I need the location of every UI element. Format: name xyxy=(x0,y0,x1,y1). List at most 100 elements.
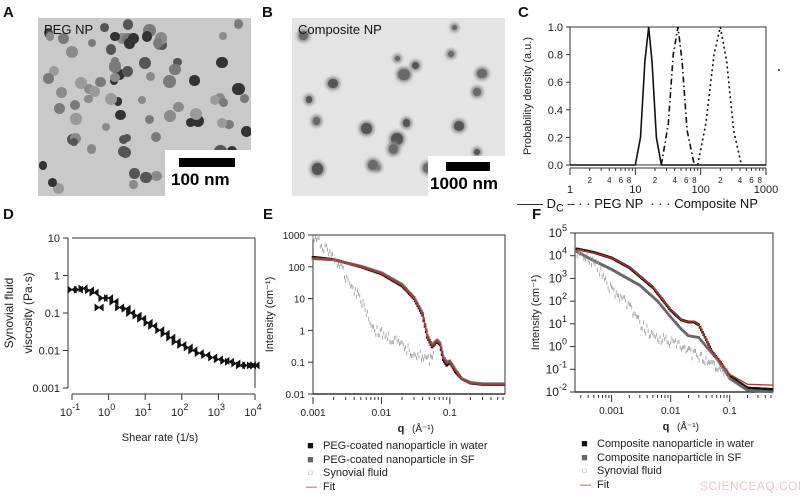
tem-image-composite-np: Composite NP 1000 nm xyxy=(292,18,505,196)
data-point xyxy=(698,337,702,341)
data-point xyxy=(451,364,455,368)
data-point xyxy=(717,360,721,364)
x-tick-label: 10-1 xyxy=(60,402,80,419)
nanoparticle xyxy=(411,61,420,70)
x-minor-tick-label: 4 xyxy=(672,176,677,185)
x-axis-label: Shear rate (1/s) xyxy=(122,432,198,444)
tem-image-peg-np: PEG NP 100 nm xyxy=(38,18,251,196)
y-axis-label: Synovial fluid xyxy=(2,278,16,349)
panel-label-a: A xyxy=(3,4,14,21)
x-axis-unit: (Å⁻¹) xyxy=(677,420,699,433)
y-tick-label: 1000 xyxy=(283,231,306,242)
nanoparticle xyxy=(138,57,151,69)
nanoparticle xyxy=(83,84,94,95)
nanoparticle xyxy=(70,113,82,125)
y-tick-label: 1.0 xyxy=(548,22,563,34)
y-tick-label: 0.1 xyxy=(45,308,60,320)
series-line-1 xyxy=(660,26,696,166)
nanoparticle xyxy=(216,117,228,129)
nanoparticle xyxy=(38,161,48,170)
x-tick-label: 10 xyxy=(629,184,641,196)
square-marker-icon: ■ xyxy=(581,451,588,464)
y-axis-label: Intensity (cm⁻¹) xyxy=(530,275,542,350)
nanoparticle xyxy=(120,147,132,158)
scale-bar-box: 1000 nm xyxy=(428,156,505,196)
nanoparticle xyxy=(158,40,168,50)
open-circle-marker-icon: ○ xyxy=(581,465,588,477)
nanoparticle xyxy=(128,33,140,45)
y-tick-label: 104 xyxy=(549,246,567,263)
panel-label-e: E xyxy=(263,206,274,223)
legend-label: Synovial fluid xyxy=(597,465,662,477)
plot-frame-c xyxy=(569,26,767,166)
nanoparticle xyxy=(422,163,433,174)
nanoparticle xyxy=(105,44,117,55)
x-tick-label: 0.1 xyxy=(723,406,737,417)
nanoparticle xyxy=(48,177,58,187)
nanoparticle xyxy=(129,180,138,190)
legend-subscript: C xyxy=(556,202,564,215)
data-point xyxy=(718,362,722,366)
x-minor-tick-label: 4 xyxy=(607,176,612,185)
nanoparticle xyxy=(162,74,176,88)
nanoparticle xyxy=(240,125,251,137)
nanoparticle xyxy=(389,144,399,154)
nanoparticle xyxy=(129,168,140,179)
data-point xyxy=(722,367,726,371)
x-minor-tick-label: 8 xyxy=(757,176,762,185)
y-tick-label: 10 xyxy=(294,295,306,306)
nanoparticle xyxy=(219,98,229,108)
nanoparticle xyxy=(172,57,182,67)
legend-item: ■ Composite nanoparticle in SF xyxy=(580,452,754,466)
x-tick-label: 103 xyxy=(208,402,225,419)
nanoparticle xyxy=(42,73,54,84)
y-tick-label: 100 xyxy=(288,263,305,274)
x-minor-tick-label: 2 xyxy=(718,176,723,185)
nanoparticle xyxy=(55,86,67,98)
x-tick-label: 0.001 xyxy=(599,406,624,417)
legend-item: — Fit xyxy=(306,481,487,495)
nanoparticle xyxy=(116,32,128,44)
x-tick-label: 0.1 xyxy=(443,408,457,419)
nanoparticle xyxy=(110,72,120,82)
data-point xyxy=(672,319,676,323)
nanoparticle xyxy=(398,68,410,81)
nanoparticle xyxy=(124,38,136,50)
data-point xyxy=(714,355,717,359)
data-point xyxy=(700,339,703,342)
nanoparticle xyxy=(169,63,181,76)
nanoparticle xyxy=(66,45,78,58)
legend-item: — Fit xyxy=(580,479,754,493)
y-axis-label: Probability density (a.u.) xyxy=(522,37,534,155)
x-tick-label: 102 xyxy=(171,402,188,419)
nanoparticle xyxy=(74,76,87,89)
data-point xyxy=(662,307,665,310)
nanoparticle xyxy=(89,86,100,97)
legend-f: ■ Composite nanoparticle in water ■ Compos… xyxy=(580,438,754,492)
legend-item: ■ Composite nanoparticle in water xyxy=(580,438,754,452)
panel-label-f: F xyxy=(532,206,542,223)
nanoparticle xyxy=(234,19,244,29)
x-tick-label: 1 xyxy=(567,184,573,196)
data-point xyxy=(658,302,662,306)
data-point xyxy=(126,309,136,317)
data-point xyxy=(702,342,706,345)
square-marker-icon: ■ xyxy=(307,453,314,466)
data-point xyxy=(656,299,659,303)
x-minor-tick-label: 2 xyxy=(587,176,592,185)
y-tick-label: 0.6 xyxy=(548,77,563,89)
data-point xyxy=(121,304,131,313)
x-tick-label: 0.01 xyxy=(372,408,392,419)
x-minor-tick-label: 4 xyxy=(738,176,743,185)
data-point xyxy=(721,366,724,369)
y-tick-label: 0.4 xyxy=(548,105,563,117)
nanoparticle xyxy=(95,76,106,88)
y-tick-label: 102 xyxy=(549,291,567,308)
nanoparticle xyxy=(473,148,481,155)
nanoparticle xyxy=(453,120,464,131)
legend-label: Composite NP xyxy=(674,196,758,211)
data-point xyxy=(137,314,147,323)
data-point xyxy=(663,308,667,312)
